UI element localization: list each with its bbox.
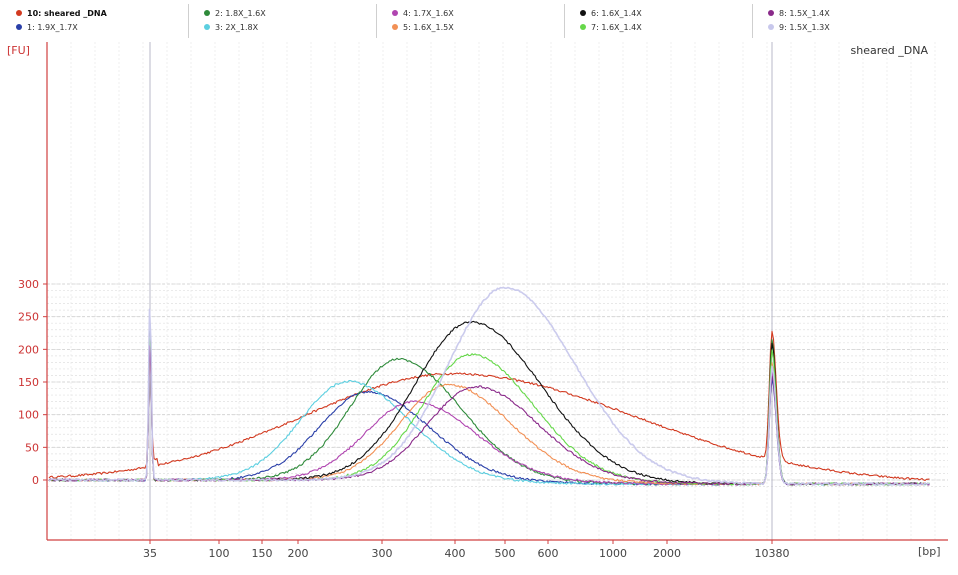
x-tick-label: 2000 bbox=[653, 547, 681, 560]
series-line bbox=[48, 331, 930, 486]
legend-color-dot bbox=[204, 10, 210, 16]
x-tick-label: 10380 bbox=[755, 547, 790, 560]
legend-label: 1: 1.9X_1.7X bbox=[27, 22, 78, 32]
legend-label: 7: 1.6X_1.4X bbox=[591, 22, 642, 32]
legend-label: 8: 1.5X_1.4X bbox=[779, 8, 830, 18]
series-line bbox=[48, 286, 930, 486]
y-axis-label: [FU] bbox=[7, 44, 30, 57]
x-tick-label: 1000 bbox=[599, 547, 627, 560]
y-tick-label: 100 bbox=[18, 409, 39, 422]
legend-separator bbox=[188, 4, 189, 38]
series-line bbox=[48, 336, 930, 486]
legend-item[interactable]: 7: 1.6X_1.4X bbox=[580, 21, 642, 33]
legend-separator bbox=[564, 4, 565, 38]
chart-title: sheared _DNA bbox=[851, 44, 929, 57]
legend-item[interactable]: 4: 1.7X_1.6X bbox=[392, 7, 454, 19]
y-tick-label: 50 bbox=[25, 441, 39, 454]
legend-color-dot bbox=[768, 10, 774, 16]
x-tick-label: 600 bbox=[538, 547, 559, 560]
legend-separator bbox=[752, 4, 753, 38]
legend-color-dot bbox=[16, 10, 22, 16]
x-tick-label: 300 bbox=[372, 547, 393, 560]
x-tick-label: 400 bbox=[445, 547, 466, 560]
legend-color-dot bbox=[580, 10, 586, 16]
legend-label: 6: 1.6X_1.4X bbox=[591, 8, 642, 18]
series-line bbox=[48, 330, 930, 482]
legend-color-dot bbox=[768, 24, 774, 30]
legend-item[interactable]: 9: 1.5X_1.3X bbox=[768, 21, 830, 33]
legend-color-dot bbox=[580, 24, 586, 30]
legend-separator bbox=[376, 4, 377, 38]
legend-item[interactable]: 3: 2X_1.8X bbox=[204, 21, 258, 33]
y-tick-label: 150 bbox=[18, 376, 39, 389]
legend-label: 4: 1.7X_1.6X bbox=[403, 8, 454, 18]
legend-item[interactable]: 5: 1.6X_1.5X bbox=[392, 21, 454, 33]
legend: 10: sheared _DNA 1: 1.9X_1.7X 2: 1.8X_1.6X… bbox=[0, 0, 958, 40]
x-tick-label: 150 bbox=[252, 547, 273, 560]
axes: 0 50 100 150 200 250 300 35 100 150 200 300 400 500 60… bbox=[18, 42, 948, 560]
legend-label: 10: sheared _DNA bbox=[27, 8, 107, 18]
legend-item[interactable]: 10: sheared _DNA bbox=[16, 7, 107, 19]
legend-item[interactable]: 2: 1.8X_1.6X bbox=[204, 7, 266, 19]
legend-item[interactable]: 1: 1.9X_1.7X bbox=[16, 21, 78, 33]
y-tick-label: 250 bbox=[18, 311, 39, 324]
legend-color-dot bbox=[392, 24, 398, 30]
series-line bbox=[48, 342, 930, 486]
legend-label: 3: 2X_1.8X bbox=[215, 22, 259, 32]
legend-color-dot bbox=[16, 24, 22, 30]
series-lines bbox=[48, 286, 930, 486]
legend-color-dot bbox=[204, 24, 210, 30]
legend-item[interactable]: 8: 1.5X_1.4X bbox=[768, 7, 830, 19]
x-tick-label: 35 bbox=[143, 547, 157, 560]
x-axis-label: [bp] bbox=[918, 545, 941, 558]
y-tick-label: 200 bbox=[18, 343, 39, 356]
y-tick-label: 300 bbox=[18, 278, 39, 291]
legend-label: 2: 1.8X_1.6X bbox=[215, 8, 266, 18]
legend-item[interactable]: 6: 1.6X_1.4X bbox=[580, 7, 642, 19]
y-tick-label: 0 bbox=[32, 474, 39, 487]
axis-labels: [FU] [bp] sheared _DNA bbox=[7, 44, 941, 558]
grid bbox=[47, 42, 948, 540]
x-tick-label: 100 bbox=[209, 547, 230, 560]
series-line bbox=[48, 339, 930, 486]
x-tick-label: 500 bbox=[495, 547, 516, 560]
legend-label: 5: 1.6X_1.5X bbox=[403, 22, 454, 32]
legend-label: 9: 1.5X_1.3X bbox=[779, 22, 830, 32]
legend-color-dot bbox=[392, 10, 398, 16]
x-tick-label: 200 bbox=[288, 547, 309, 560]
